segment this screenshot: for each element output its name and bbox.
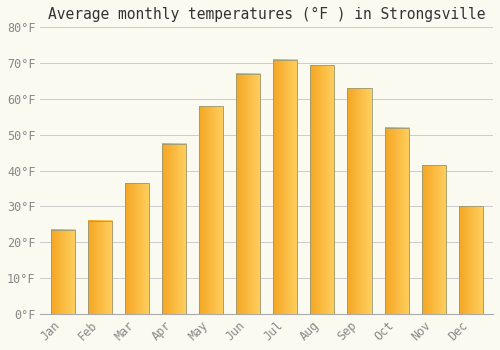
Bar [88,221,112,314]
Bar [458,206,483,314]
Bar [348,88,372,314]
Bar [124,183,149,314]
Bar [236,74,260,314]
Bar [50,230,74,314]
Bar [422,165,446,314]
Bar [384,128,408,314]
Bar [199,106,223,314]
Bar [273,60,297,314]
Bar [162,144,186,314]
Bar [310,65,334,314]
Title: Average monthly temperatures (°F ) in Strongsville: Average monthly temperatures (°F ) in St… [48,7,486,22]
